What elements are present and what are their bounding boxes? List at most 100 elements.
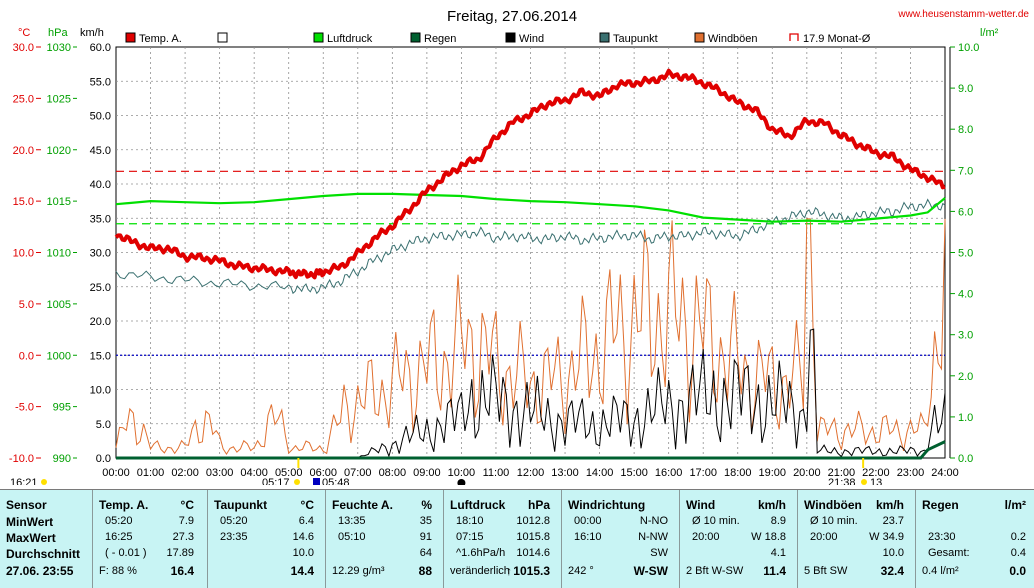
time-tick-label: 24:00 bbox=[931, 467, 959, 479]
rain-tick-label: 1.0 bbox=[958, 412, 973, 424]
wind-column-extra: 2 Bft W-SW bbox=[686, 565, 744, 577]
legend-swatch bbox=[599, 32, 610, 43]
speed-tick-label: 10.0 bbox=[90, 385, 111, 397]
temp-column-value: 27.3 bbox=[172, 531, 194, 543]
rain-column-header: Regen bbox=[922, 498, 959, 512]
time-tick-label: 15:00 bbox=[620, 467, 648, 479]
dewpoint-column-value: 6.4 bbox=[298, 515, 314, 527]
time-tick-label: 06:00 bbox=[309, 467, 337, 479]
pressure-column: Luftdruck hPa 18:10 1012.8 07:15 1015.8 ^1.6hP… bbox=[443, 490, 558, 588]
temp-tick-label: 5.0 bbox=[19, 299, 34, 311]
legend-label: Regen bbox=[424, 33, 456, 45]
legend-label: Windböen bbox=[708, 33, 758, 45]
wind-direction-column-current: W-SW bbox=[633, 564, 668, 578]
wind-column-current: 11.4 bbox=[763, 564, 786, 578]
avg-label: Durchschnitt bbox=[6, 547, 81, 561]
temp-column-extra: F: 88 % bbox=[99, 565, 137, 577]
rain-column: Regen l/m² 23:30 0.2 Gesamt: 0.4 0.4 l/m² 0.0 bbox=[915, 490, 1034, 588]
dewpoint-column-current: 14.4 bbox=[290, 564, 314, 578]
chart-legend: Temp. A. Luftdruck Regen Wind Taupunkt Windbö… bbox=[125, 32, 871, 45]
chart-grid bbox=[115, 46, 946, 459]
humidity-column-header: Feuchte A. bbox=[332, 498, 393, 512]
humidity-column-time: 05:10 bbox=[338, 531, 366, 543]
speed-tick-label: 0.0 bbox=[96, 453, 111, 465]
temp-tick-label: 20.0 bbox=[13, 145, 34, 157]
time-tick-label: 14:00 bbox=[586, 467, 614, 479]
rain-column-time: Gesamt: bbox=[928, 547, 970, 559]
rain-tick-label: 2.0 bbox=[958, 371, 973, 383]
humidity-column-value: 64 bbox=[419, 547, 432, 559]
sunset-extra-label: 13 bbox=[870, 477, 882, 485]
temp-column-value: 17.89 bbox=[166, 547, 194, 559]
speed-tick-label: 20.0 bbox=[90, 316, 111, 328]
dewpoint-column-time: 05:20 bbox=[220, 515, 248, 527]
speed-tick-label: 5.0 bbox=[96, 419, 111, 431]
time-tick-label: 09:00 bbox=[413, 467, 441, 479]
humidity-column-current: 88 bbox=[418, 564, 432, 578]
time-tick-label: 20:00 bbox=[793, 467, 821, 479]
time-tick-label: 08:00 bbox=[379, 467, 407, 479]
dewpoint-column: Taupunkt °C 05:20 6.4 23:35 14.6 10.0 14.4 bbox=[207, 490, 322, 588]
rain-tick-label: 5.0 bbox=[958, 248, 973, 260]
rain-column-value: 0.4 bbox=[1010, 547, 1026, 559]
gust-column-current: 32.4 bbox=[880, 564, 904, 578]
chart-axes: 30.0 25.0 20.0 15.0 10.0 5.0 0.0 -5.0 -10.0 1030 1… bbox=[9, 42, 980, 479]
speed-tick-label: 25.0 bbox=[90, 282, 111, 294]
chart-series bbox=[114, 68, 946, 460]
time-tick-label: 07:00 bbox=[344, 467, 372, 479]
website-link[interactable]: www.heusenstamm-wetter.de bbox=[897, 9, 1029, 20]
rain-column-unit: l/m² bbox=[1004, 498, 1026, 512]
wind-column-time: Ø 10 min. bbox=[692, 515, 740, 527]
wind-column-value: 8.9 bbox=[770, 515, 786, 527]
time-tick-label: 11:00 bbox=[483, 467, 510, 479]
wind-column-time: 20:00 bbox=[692, 531, 720, 543]
sun-marker-icon bbox=[41, 479, 47, 485]
rain-column-value: 0.2 bbox=[1010, 531, 1026, 543]
dewpoint-column-value: 10.0 bbox=[292, 547, 314, 559]
time-tick-label: 12:00 bbox=[517, 467, 545, 479]
temp-tick-label: 0.0 bbox=[19, 350, 34, 362]
left-time-label: 16:21 bbox=[10, 477, 38, 485]
legend-label: Temp. A. bbox=[139, 33, 182, 45]
temp-column-current: 16.4 bbox=[170, 564, 194, 578]
humidity-column: Feuchte A.% 13:35 35 05:10 91 64 12.29 g/m³ 88 bbox=[325, 490, 440, 588]
civil-twilight-icon bbox=[313, 478, 320, 485]
weather-chart: Freitag, 27.06.2014 www.heusenstamm-wett… bbox=[8, 8, 1030, 485]
dewpoint-column-time: 23:35 bbox=[220, 531, 248, 543]
temp-column: Temp. A. °C 05:20 7.9 16:25 27.3 ( - 0.01 ) 17.… bbox=[92, 490, 202, 588]
rain-tick-label: 8.0 bbox=[958, 124, 973, 136]
pressure-column-time: 18:10 bbox=[456, 515, 484, 527]
sensor-header: Sensor bbox=[6, 498, 47, 512]
current-date: 27.06. 23:55 bbox=[6, 564, 74, 578]
dewpoint-column-value: 14.6 bbox=[292, 531, 314, 543]
time-tick-label: 10:00 bbox=[448, 467, 476, 479]
sensor-column: Sensor MinWert MaxWert Durchschnitt 27.0… bbox=[0, 490, 90, 588]
legend-label: 17.9 Monat-Ø bbox=[803, 33, 871, 45]
humidity-column-value: 91 bbox=[419, 531, 432, 543]
speed-tick-label: 55.0 bbox=[90, 76, 111, 88]
pressure-tick-label: 1015 bbox=[47, 196, 71, 208]
max-label: MaxWert bbox=[6, 531, 56, 545]
temp-tick-label: 25.0 bbox=[13, 93, 34, 105]
time-tick-label: 04:00 bbox=[240, 467, 268, 479]
pressure-tick-label: 990 bbox=[53, 453, 71, 465]
temp-tick-label: -5.0 bbox=[15, 402, 34, 414]
wind-direction-column-value: N-NO bbox=[639, 515, 668, 527]
temp-column-unit: °C bbox=[180, 498, 194, 512]
min-label: MinWert bbox=[6, 515, 54, 529]
gust-column-time: Ø 10 min. bbox=[810, 515, 858, 527]
temp-tick-label: 10.0 bbox=[13, 248, 34, 260]
time-tick-label: 16:00 bbox=[655, 467, 683, 479]
pressure-tick-label: 995 bbox=[53, 402, 71, 414]
pressure-column-value: 1014.6 bbox=[516, 547, 550, 559]
rain-tick-label: 3.0 bbox=[958, 330, 973, 342]
pressure-column-value: 1015.8 bbox=[516, 531, 550, 543]
pressure-column-time: 07:15 bbox=[456, 531, 484, 543]
time-tick-label: 21:00 bbox=[828, 467, 856, 479]
temp-unit-label: °C bbox=[18, 27, 30, 39]
pressure-tick-label: 1000 bbox=[47, 350, 71, 362]
wind-direction-column-extra: 242 ° bbox=[568, 565, 594, 577]
pressure-column-time: ^1.6hPa/h bbox=[456, 547, 506, 559]
gust-column: Windböen km/h Ø 10 min. 23.7 20:00 W 34.9 10.0… bbox=[797, 490, 912, 588]
wind-direction-column: Windrichtung 00:00 N-NO 16:10 N-NW SW 242 ° W-S… bbox=[561, 490, 676, 588]
